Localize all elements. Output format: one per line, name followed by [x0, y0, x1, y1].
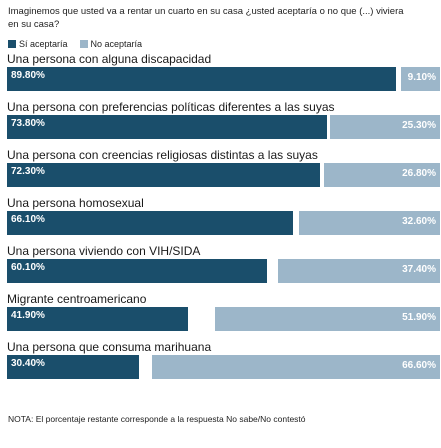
value-label-si: 72.30%: [11, 166, 45, 177]
bar-row: Migrante centroamericano 51.90% 41.90%: [0, 291, 441, 339]
bar-no-aceptaria: 66.60%: [151, 355, 440, 379]
bar-track: 25.30% 73.80%: [7, 115, 440, 139]
value-label-no: 51.90%: [402, 312, 436, 323]
bar-no-aceptaria: 26.80%: [323, 163, 440, 187]
bar-track: 51.90% 41.90%: [7, 307, 440, 331]
bar-track: 32.60% 66.10%: [7, 211, 440, 235]
value-label-no: 37.40%: [402, 264, 436, 275]
bar-row: Una persona con alguna discapacidad 9.10%…: [0, 51, 441, 99]
bar-no-aceptaria: 9.10%: [400, 67, 440, 91]
legend: Sí aceptaría No aceptaría: [8, 39, 154, 49]
category-label: Una persona viviendo con VIH/SIDA: [7, 244, 201, 258]
value-label-si: 73.80%: [11, 118, 45, 129]
bar-si-aceptaria: 30.40%: [7, 355, 139, 379]
category-label: Migrante centroamericano: [7, 292, 147, 306]
bar-row: Una persona que consuma marihuana 66.60% 3…: [0, 339, 441, 387]
category-label: Una persona que consuma marihuana: [7, 340, 212, 354]
legend-item-si: Sí aceptaría: [8, 39, 68, 49]
value-label-no: 26.80%: [402, 168, 436, 179]
bar-track: 37.40% 60.10%: [7, 259, 440, 283]
category-label: Una persona con preferencias políticas d…: [7, 100, 335, 114]
bar-rows: Una persona con alguna discapacidad 9.10%…: [0, 51, 441, 387]
value-label-no: 25.30%: [402, 120, 436, 131]
legend-label-si: Sí aceptaría: [19, 39, 68, 49]
bar-no-aceptaria: 37.40%: [278, 259, 440, 283]
value-label-si: 41.90%: [11, 310, 45, 321]
legend-swatch-no: [79, 40, 88, 48]
value-label-si: 30.40%: [11, 358, 45, 369]
category-label: Una persona homosexual: [7, 196, 144, 210]
value-label-si: 66.10%: [11, 214, 45, 225]
bar-row: Una persona homosexual 32.60% 66.10%: [0, 195, 441, 243]
footnote: NOTA: El porcentaje restante corresponde…: [8, 414, 306, 424]
value-label-no: 32.60%: [402, 216, 436, 227]
bar-si-aceptaria: 66.10%: [7, 211, 294, 235]
bar-no-aceptaria: 32.60%: [298, 211, 440, 235]
bar-no-aceptaria: 25.30%: [330, 115, 440, 139]
bar-row: Una persona viviendo con VIH/SIDA 37.40% 6…: [0, 243, 441, 291]
value-label-no: 66.60%: [402, 360, 436, 371]
legend-swatch-si: [8, 40, 16, 48]
category-label: Una persona con creencias religiosas dis…: [7, 148, 318, 162]
bar-si-aceptaria: 60.10%: [7, 259, 268, 283]
bar-no-aceptaria: 51.90%: [215, 307, 440, 331]
bar-track: 66.60% 30.40%: [7, 355, 440, 379]
category-label: Una persona con alguna discapacidad: [7, 52, 212, 66]
bar-row: Una persona con creencias religiosas dis…: [0, 147, 441, 195]
legend-label-no: No aceptaría: [90, 39, 143, 49]
bar-row: Una persona con preferencias políticas d…: [0, 99, 441, 147]
bar-si-aceptaria: 89.80%: [7, 67, 396, 91]
value-label-si: 60.10%: [11, 262, 45, 273]
bar-track: 26.80% 72.30%: [7, 163, 440, 187]
legend-item-no: No aceptaría: [79, 39, 143, 49]
bar-si-aceptaria: 41.90%: [7, 307, 189, 331]
chart-title: Imaginemos que usted va a rentar un cuar…: [8, 6, 404, 30]
bar-si-aceptaria: 73.80%: [7, 115, 327, 139]
value-label-si: 89.80%: [11, 70, 45, 81]
bar-track: 9.10% 89.80%: [7, 67, 440, 91]
value-label-no: 9.10%: [407, 72, 436, 83]
bar-si-aceptaria: 72.30%: [7, 163, 321, 187]
